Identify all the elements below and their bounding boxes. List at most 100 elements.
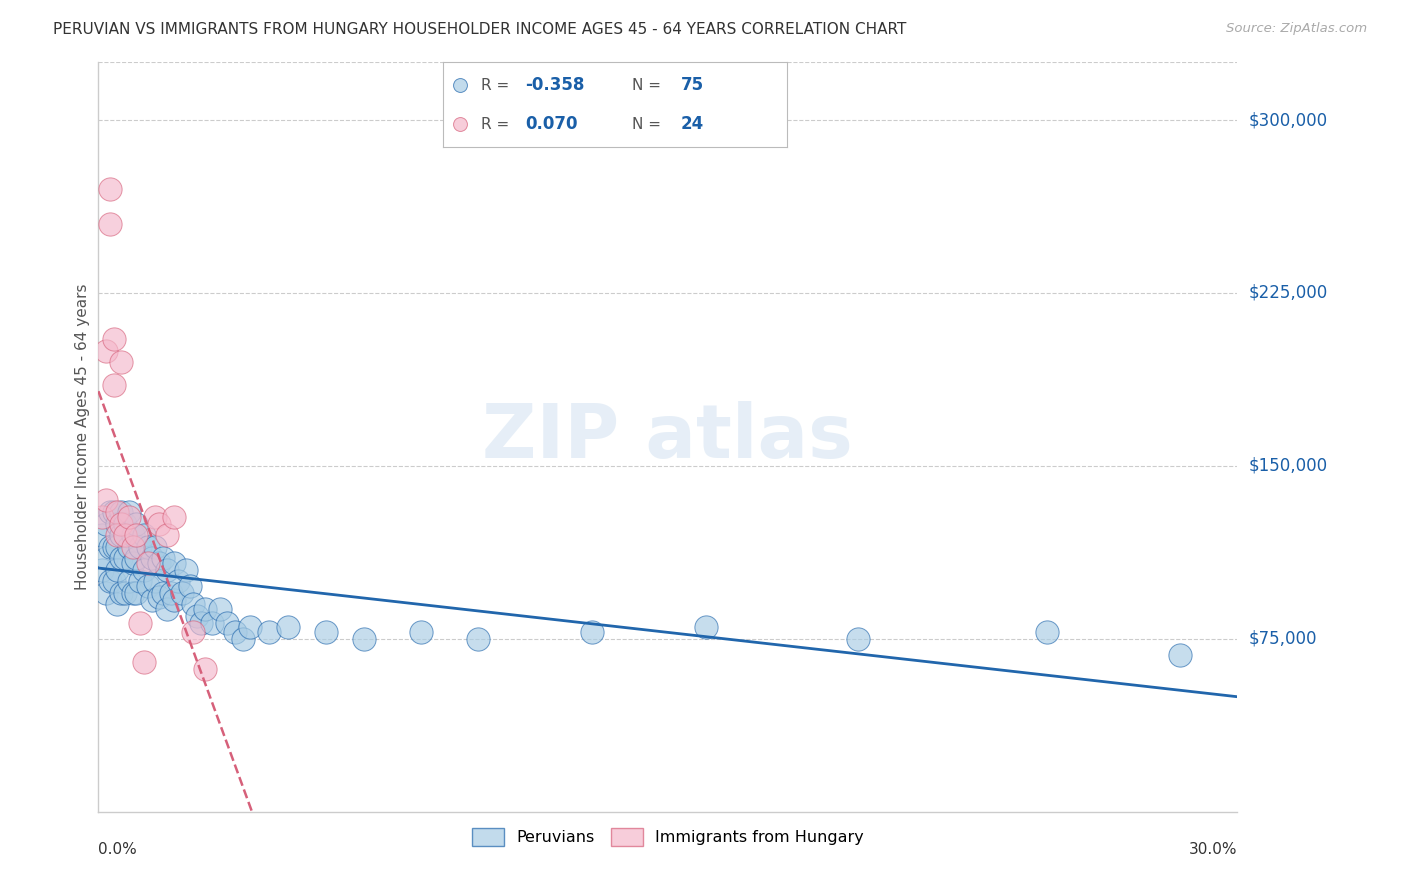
Point: [163, 509, 186, 524]
Text: 0.070: 0.070: [526, 115, 578, 133]
Point: [125, 585, 148, 599]
Point: [132, 563, 155, 577]
Point: [167, 574, 190, 589]
Point: [1036, 624, 1059, 639]
Point: [98, 217, 121, 231]
Point: [107, 597, 129, 611]
Point: [94, 516, 117, 531]
Point: [129, 574, 152, 589]
Point: [94, 585, 117, 599]
Point: [170, 585, 193, 599]
Text: $150,000: $150,000: [1249, 457, 1327, 475]
Point: [581, 624, 603, 639]
Point: [114, 551, 136, 566]
Point: [163, 592, 186, 607]
Point: [239, 620, 262, 634]
Point: [159, 585, 181, 599]
Legend: Peruvians, Immigrants from Hungary: Peruvians, Immigrants from Hungary: [465, 822, 870, 853]
Point: [125, 516, 148, 531]
Point: [91, 563, 114, 577]
Point: [121, 585, 143, 599]
Point: [110, 528, 132, 542]
Point: [141, 551, 163, 566]
Point: [217, 615, 239, 630]
Point: [94, 343, 117, 358]
Point: [145, 574, 167, 589]
Point: [98, 574, 121, 589]
Point: [1170, 648, 1192, 662]
Point: [114, 528, 136, 542]
Point: [107, 563, 129, 577]
Point: [110, 355, 132, 369]
Text: 75: 75: [681, 77, 703, 95]
Text: R =: R =: [481, 78, 515, 93]
Point: [174, 563, 197, 577]
Point: [208, 602, 231, 616]
Point: [118, 505, 141, 519]
Point: [136, 540, 159, 554]
Point: [110, 585, 132, 599]
Text: 0.0%: 0.0%: [98, 842, 138, 857]
Point: [353, 632, 375, 646]
Point: [94, 493, 117, 508]
Point: [125, 528, 148, 542]
Point: [467, 632, 489, 646]
Text: $225,000: $225,000: [1249, 284, 1327, 302]
Point: [132, 528, 155, 542]
Point: [103, 332, 125, 346]
Text: $300,000: $300,000: [1249, 112, 1327, 129]
Point: [232, 632, 254, 646]
Point: [145, 509, 167, 524]
Y-axis label: Householder Income Ages 45 - 64 years: Householder Income Ages 45 - 64 years: [75, 284, 90, 591]
Point: [107, 540, 129, 554]
Point: [183, 597, 205, 611]
Point: [91, 509, 114, 524]
Point: [103, 574, 125, 589]
Text: PERUVIAN VS IMMIGRANTS FROM HUNGARY HOUSEHOLDER INCOME AGES 45 - 64 YEARS CORREL: PERUVIAN VS IMMIGRANTS FROM HUNGARY HOUS…: [53, 22, 907, 37]
Text: N =: N =: [633, 117, 666, 132]
Point: [449, 117, 471, 131]
Point: [156, 528, 179, 542]
Point: [152, 585, 174, 599]
Point: [411, 624, 433, 639]
Point: [186, 608, 208, 623]
Point: [118, 509, 141, 524]
Point: [98, 182, 121, 196]
Point: [118, 574, 141, 589]
Text: 24: 24: [681, 115, 704, 133]
Point: [148, 591, 170, 605]
Point: [156, 563, 179, 577]
Point: [148, 516, 170, 531]
Point: [152, 551, 174, 566]
Point: [201, 615, 224, 630]
Point: [148, 556, 170, 570]
Point: [136, 556, 159, 570]
Point: [163, 556, 186, 570]
Point: [110, 505, 132, 519]
Point: [194, 662, 217, 676]
Point: [315, 624, 337, 639]
Text: 30.0%: 30.0%: [1189, 842, 1237, 857]
Point: [98, 540, 121, 554]
Point: [107, 516, 129, 531]
Point: [179, 579, 201, 593]
Point: [125, 551, 148, 566]
Text: R =: R =: [481, 117, 515, 132]
Text: -0.358: -0.358: [526, 77, 585, 95]
Point: [259, 624, 281, 639]
Point: [110, 551, 132, 566]
Text: ZIP atlas: ZIP atlas: [482, 401, 853, 474]
Point: [129, 615, 152, 630]
Point: [145, 540, 167, 554]
Point: [194, 602, 217, 616]
Point: [183, 624, 205, 639]
Point: [114, 516, 136, 531]
Point: [449, 78, 471, 93]
Text: $75,000: $75,000: [1249, 630, 1317, 648]
Point: [107, 528, 129, 542]
Point: [91, 528, 114, 542]
Point: [118, 540, 141, 554]
Point: [103, 378, 125, 392]
Point: [277, 620, 299, 634]
Point: [846, 632, 869, 646]
